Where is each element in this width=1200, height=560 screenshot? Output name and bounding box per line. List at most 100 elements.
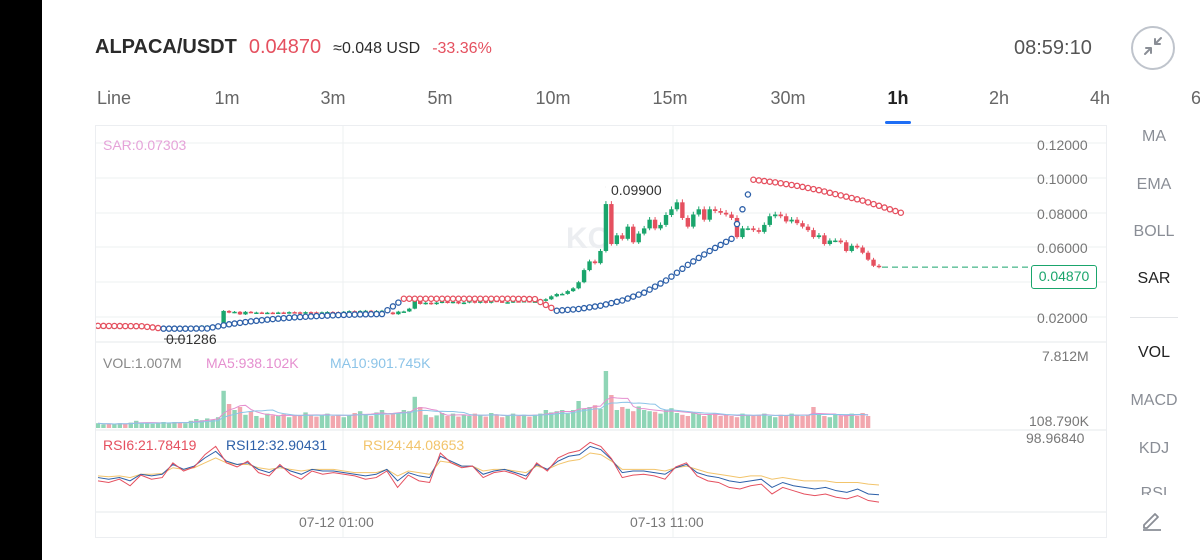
sar-dot [143, 323, 151, 331]
kline-chart[interactable]: KC [96, 126, 1106, 537]
candle-body [674, 202, 680, 210]
ticker-header: ALPACA/USDT 0.04870 ≈0.048 USD -33.36% [95, 36, 492, 62]
candle-body [598, 250, 603, 264]
sar-dot [122, 322, 129, 330]
volume-bar [669, 408, 674, 428]
candle-body [407, 308, 412, 312]
rsi12-line [97, 445, 880, 496]
sar-dot [220, 322, 227, 329]
volume-bar [844, 414, 849, 428]
tab-5m[interactable]: 5m [427, 88, 453, 108]
sar-dot [602, 301, 610, 308]
candle-body [576, 282, 581, 289]
tab-6h[interactable]: 6 [1190, 88, 1200, 108]
chart-panel[interactable]: KC SAR:0.07303 0.12000 0.10000 0.08000 0… [95, 125, 1107, 538]
tab-15m[interactable]: 15m [652, 88, 688, 108]
volume-bar [155, 423, 161, 428]
indicator-vol[interactable]: VOL [1137, 344, 1170, 361]
menu-divider [1130, 317, 1178, 318]
sar-dot [138, 322, 145, 330]
sar-dot [247, 318, 255, 325]
candle-body [751, 228, 756, 231]
indicator-ema[interactable]: EMA [1136, 176, 1172, 193]
tab-3m[interactable]: 3m [320, 88, 346, 108]
tab-line[interactable]: Line [96, 88, 132, 108]
sar-dot [733, 220, 741, 228]
draw-tool-button[interactable] [1140, 508, 1164, 537]
ma5-readout: MA5:938.102K [206, 355, 299, 371]
candle-body [762, 224, 767, 232]
volume-bar [472, 413, 478, 428]
volume-bar [478, 415, 483, 428]
pair-name[interactable]: ALPACA/USDT [95, 36, 237, 58]
candle-body [292, 312, 297, 314]
sar-dot [285, 314, 293, 322]
volume-bar [428, 417, 434, 428]
sar-dot [531, 295, 539, 303]
indicator-boll[interactable]: BOLL [1133, 223, 1175, 240]
tab-10m[interactable]: 10m [535, 88, 571, 108]
sar-dot [132, 322, 140, 330]
candle-body [439, 301, 445, 304]
sar-dot [728, 235, 735, 243]
volume-bar [521, 414, 527, 428]
indicator-macd[interactable]: MACD [1130, 392, 1178, 409]
sar-dot [799, 183, 806, 191]
volume-bar [554, 411, 559, 428]
sar-dot [761, 177, 768, 185]
volume-bar [794, 414, 800, 428]
minimize-button[interactable] [1131, 26, 1175, 70]
volume-bar [805, 414, 811, 428]
rsi-max-tick: 98.96840 [1026, 430, 1085, 446]
indicator-ma[interactable]: MA [1142, 128, 1166, 145]
sar-dot [225, 321, 233, 328]
volume-bar [516, 416, 521, 428]
volume-bar [680, 414, 685, 428]
volume-bar [368, 416, 374, 428]
volume-bar [647, 411, 652, 428]
volume-bar [144, 422, 150, 428]
sar-dot [324, 312, 331, 319]
sar-dot [493, 295, 500, 303]
sar-dot [449, 295, 457, 303]
volume-bar [330, 416, 336, 428]
indicator-rsi[interactable]: RSI [1140, 485, 1168, 495]
tab-30m[interactable]: 30m [770, 88, 806, 108]
volume-bar [576, 401, 581, 428]
candle-body [854, 245, 860, 248]
sar-dot [624, 295, 632, 302]
sar-dot [766, 178, 774, 185]
tab-4h[interactable]: 4h [1089, 88, 1111, 108]
volume-bar [270, 415, 275, 428]
sar-dot [646, 286, 653, 293]
current-price-tag[interactable]: 0.04870 [1031, 265, 1097, 289]
tab-2h[interactable]: 2h [988, 88, 1010, 108]
sar-dot [214, 323, 222, 330]
volume-bar [734, 417, 740, 428]
volume-bar [773, 417, 778, 428]
volume-bar [194, 419, 199, 428]
candle-body [680, 202, 685, 218]
sar-dot [815, 186, 823, 194]
tab-1m[interactable]: 1m [214, 88, 240, 108]
candle-body [723, 212, 729, 215]
sar-dot [335, 311, 342, 319]
indicator-kdj[interactable]: KDJ [1138, 440, 1170, 457]
volume-bar [379, 410, 385, 428]
candle-body [783, 216, 789, 222]
candle-body [800, 223, 805, 227]
candle-body [865, 252, 871, 260]
sar-dot [209, 324, 216, 331]
indicator-sar[interactable]: SAR [1137, 270, 1171, 287]
sar-dot [378, 310, 386, 318]
sar-dot [444, 295, 451, 303]
volume-bar [292, 414, 297, 428]
volume-bar [723, 414, 729, 428]
candle-body [259, 312, 265, 314]
volume-bar [128, 422, 133, 428]
volume-bar [434, 415, 439, 428]
volume-bar [527, 416, 532, 428]
tab-1h[interactable]: 1h [887, 88, 909, 108]
volume-bar [740, 413, 745, 428]
volume-bar [352, 413, 357, 428]
